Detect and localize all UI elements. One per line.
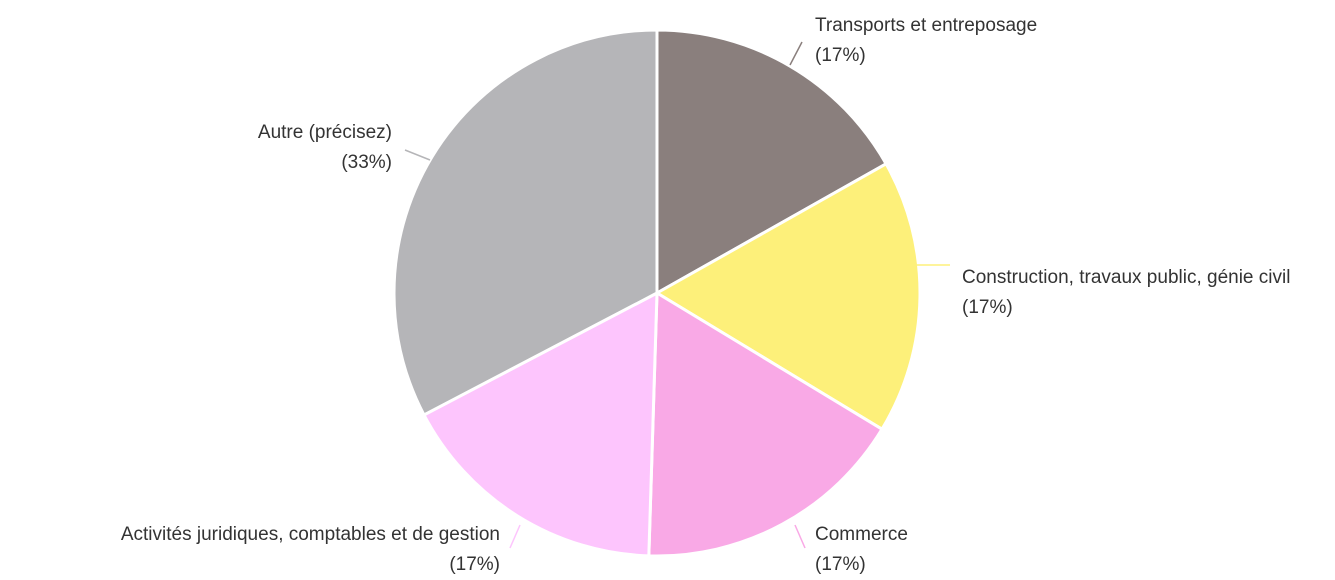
value-label: (17%) (815, 45, 866, 66)
pie-slice (422, 291, 659, 558)
slice-label: Activités juridiques, comptables et de g… (0, 520, 500, 580)
pie-slice (655, 162, 922, 431)
leader-line (789, 41, 803, 66)
pie-slice (392, 28, 659, 417)
slice-label: Autre (précisez) (33%) (92, 118, 392, 178)
value-label: (17%) (815, 554, 866, 575)
value-label: (33%) (341, 152, 392, 173)
category-label: Activités juridiques, comptables et de g… (120, 524, 500, 545)
slice-label: Transports et entreposage (17%) (815, 11, 1235, 71)
value-label: (17%) (962, 297, 1013, 318)
slice-label: Construction, travaux public, génie civi… (962, 263, 1334, 323)
pie-slice (647, 291, 884, 558)
category-label: Transports et entreposage (815, 15, 1038, 36)
leader-line (509, 524, 521, 549)
pie-slice (655, 28, 888, 295)
category-label: Construction, travaux public, génie civi… (962, 267, 1291, 288)
leader-line (794, 524, 806, 549)
slice-label: Commerce (17%) (815, 520, 1115, 580)
leader-line (404, 149, 431, 161)
category-label: Commerce (815, 524, 908, 545)
category-label: Autre (précisez) (257, 122, 392, 143)
value-label: (17%) (449, 554, 500, 575)
